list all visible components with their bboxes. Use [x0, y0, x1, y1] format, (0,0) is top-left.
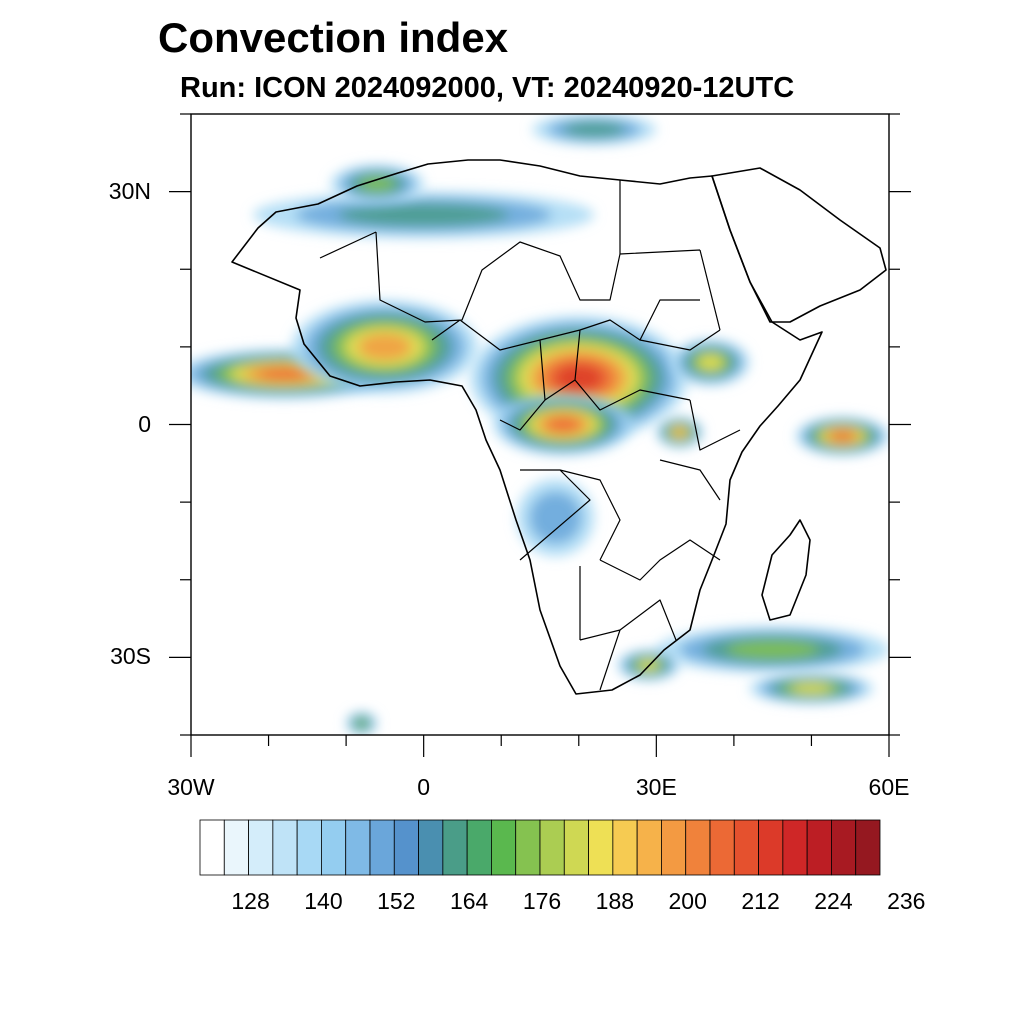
colorbar-tick-label: 212 [741, 888, 780, 914]
lat-label: 30N [108, 177, 151, 204]
colorbar-swatch [563, 819, 589, 876]
colorbar-swatch [685, 819, 711, 876]
colorbar-swatch [515, 819, 541, 876]
convection-congo-basin-convection [493, 393, 634, 456]
colorbar-swatch [272, 819, 298, 876]
chart-title: Convection index [158, 14, 509, 61]
convection-west-africa-convection [291, 300, 478, 394]
colorbar-swatch [758, 819, 784, 876]
colorbar-tick-label: 224 [814, 888, 853, 914]
colorbar-swatch [296, 819, 322, 876]
colorbar-swatch [248, 819, 274, 876]
colorbar-swatch [782, 819, 808, 876]
convection-sahara-band [253, 191, 595, 239]
colorbar-swatch [345, 819, 371, 876]
lat-label: 30S [110, 643, 151, 670]
arabia-outline [711, 167, 887, 323]
madagascar-outline [761, 519, 811, 621]
colorbar-tick-label: 188 [595, 888, 635, 914]
colorbar-swatch [636, 819, 662, 876]
lon-label: 0 [417, 774, 431, 800]
convection-mozambique-channel-band [656, 626, 889, 673]
colorbar-tick-label: 176 [522, 888, 562, 914]
colorbar-swatch [369, 819, 395, 876]
africa-coastline [231, 159, 823, 695]
convection-east-africa-highlands [671, 339, 750, 386]
convection-south-madagascar-band [749, 672, 874, 704]
colorbar-swatch [588, 819, 614, 876]
colorbar-swatch [709, 819, 735, 876]
colorbar-swatch [321, 819, 347, 876]
colorbar-swatch [442, 819, 468, 876]
colorbar-tick-label: 140 [304, 888, 343, 914]
axis-ticks [169, 113, 911, 757]
colorbar [199, 819, 881, 876]
colorbar-tick-label: 128 [231, 888, 270, 914]
colorbar-tick-label: 200 [668, 888, 707, 914]
colorbar-swatch [466, 819, 492, 876]
colorbar-swatch [199, 819, 225, 876]
country-borders [319, 180, 741, 691]
colorbar-swatch [418, 819, 444, 876]
colorbar-swatch [831, 819, 857, 876]
colorbar-swatch [806, 819, 832, 876]
colorbar-tick-label: 152 [377, 888, 416, 914]
convection-lake-victoria [656, 416, 703, 448]
lat-label: 0 [138, 410, 151, 437]
colorbar-tick-label: 164 [449, 888, 489, 914]
colorbar-swatch [612, 819, 638, 876]
lon-label: 30E [635, 774, 677, 800]
coastline-layer [231, 159, 887, 695]
convection-maghreb [330, 164, 424, 204]
lon-label: 30W [167, 774, 215, 800]
colorbar-swatch [393, 819, 419, 876]
convection-mediterranean [532, 114, 657, 146]
colorbar-swatch [539, 819, 565, 876]
colorbar-swatch [661, 819, 687, 876]
chart-subtitle: Run: ICON 2024092000, VT: 20240920-12UTC [180, 72, 795, 104]
convection-south-atlantic-streak [346, 711, 378, 735]
convection-angola-sparse [516, 478, 595, 557]
colorbar-swatch [491, 819, 517, 876]
lon-label: 60E [868, 774, 910, 800]
convection-indian-ocean-cell [795, 416, 889, 456]
colorbar-tick-label: 236 [887, 888, 926, 914]
convection-field-layer [191, 114, 889, 735]
colorbar-swatch [855, 819, 881, 876]
colorbar-swatch [733, 819, 759, 876]
colorbar-swatch [223, 819, 249, 876]
